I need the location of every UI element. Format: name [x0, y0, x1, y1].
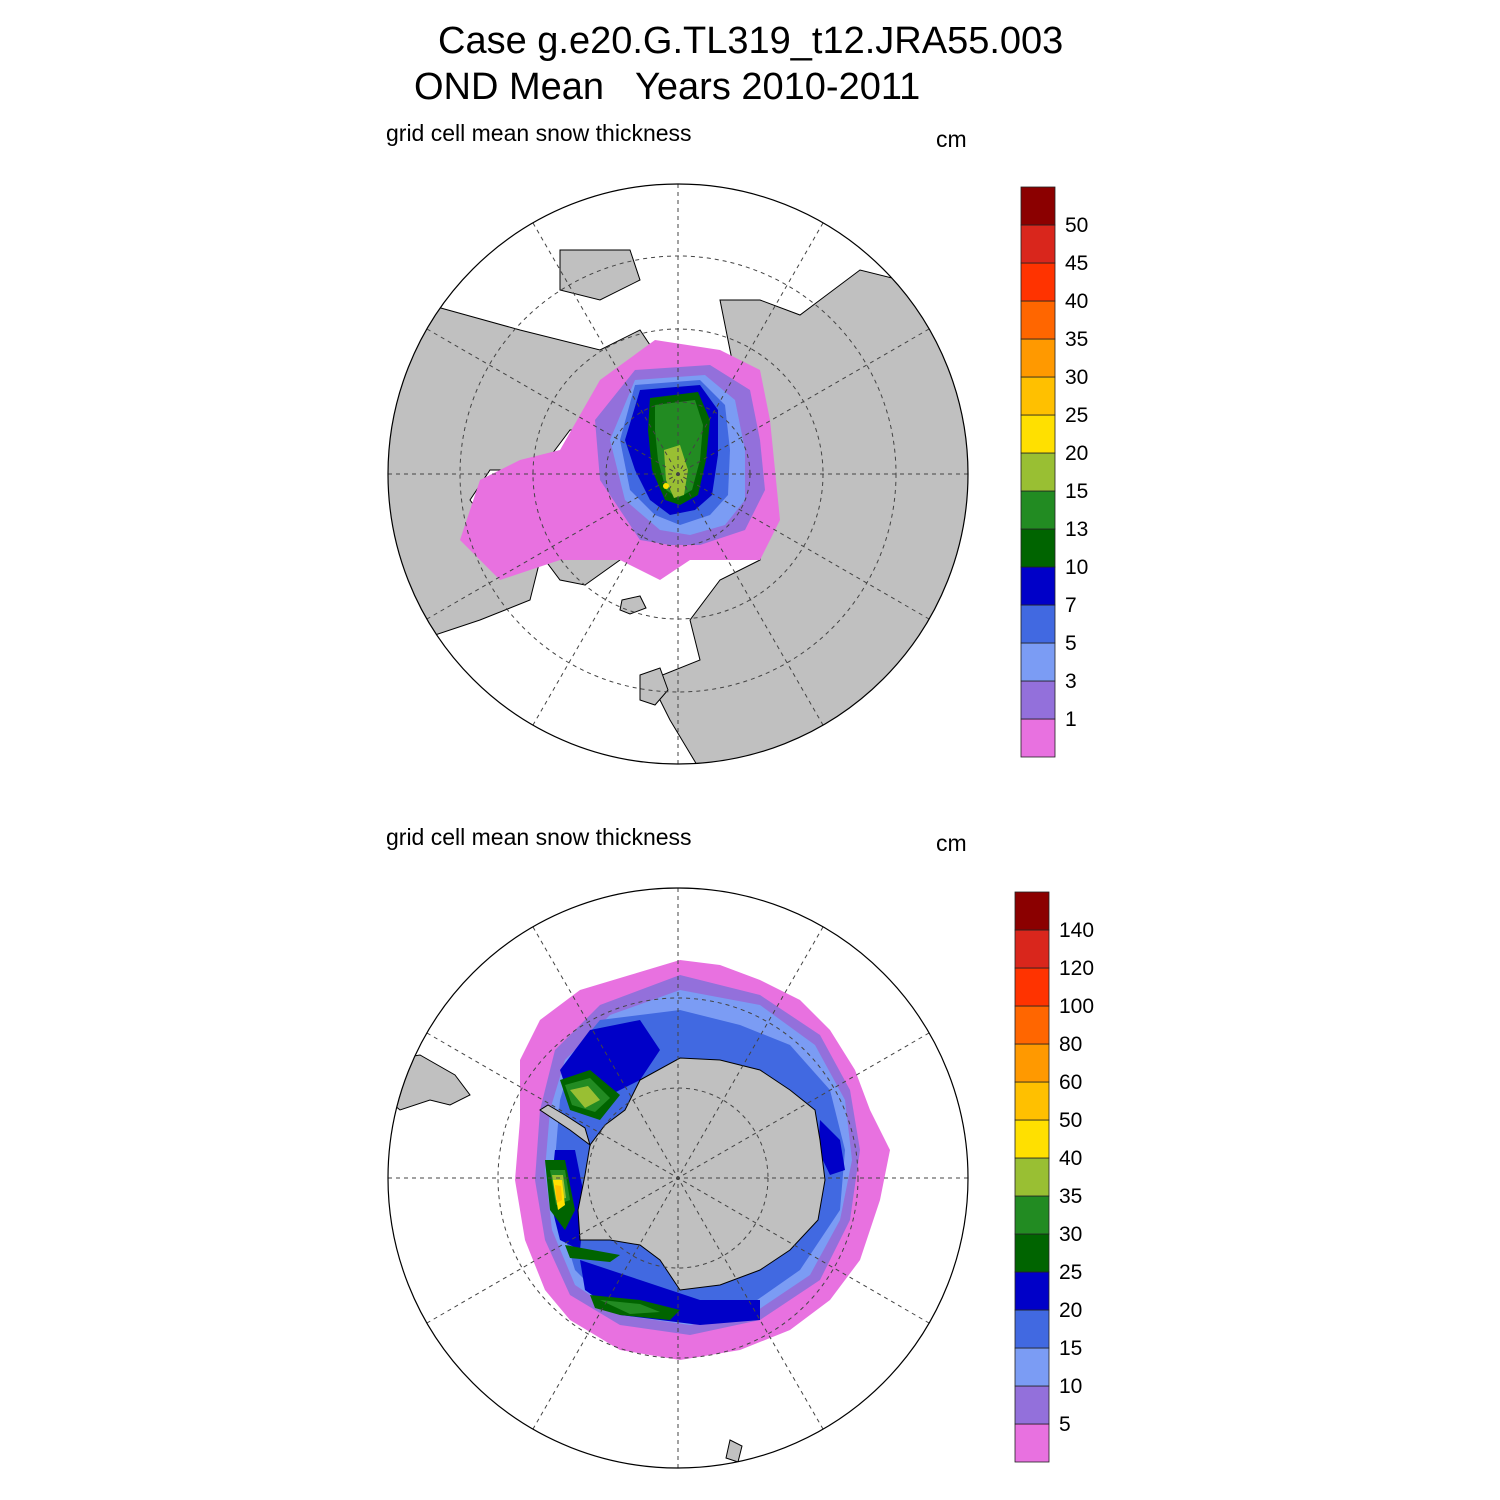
- cb-south-swatch: [1014, 1347, 1050, 1387]
- north-variable-label: grid cell mean snow thickness: [386, 120, 692, 146]
- figure-title-line1: Case g.e20.G.TL319_t12.JRA55.003: [438, 20, 1064, 62]
- cb-south-tick-label: 25: [1059, 1261, 1082, 1284]
- land-antarctic-peninsula: [539, 1104, 591, 1147]
- cb-south-tick-label: 80: [1059, 1033, 1082, 1056]
- cb-south-swatch: [1014, 1271, 1050, 1311]
- cb-south-swatch: [1014, 1043, 1050, 1083]
- cb-south-tick-label: 30: [1059, 1223, 1082, 1246]
- north-snow-max-spot: [663, 483, 669, 489]
- cb-north-swatch: [1020, 566, 1056, 606]
- cb-south-swatch: [1014, 1081, 1050, 1121]
- cb-south-swatch: [1014, 929, 1050, 969]
- north-snow-band-15-20cm: [664, 445, 688, 498]
- cb-north-swatch: [1020, 680, 1056, 720]
- cb-north-tick-label: 20: [1065, 442, 1088, 465]
- cb-south-swatch: [1014, 967, 1050, 1007]
- cb-south-tick-label: 60: [1059, 1071, 1082, 1094]
- cb-south-tick-label: 120: [1059, 957, 1094, 980]
- cb-south-swatch: [1014, 1233, 1050, 1273]
- cb-south-swatch: [1014, 1195, 1050, 1235]
- cb-north-tick-label: 35: [1065, 328, 1088, 351]
- cb-north-tick-label: 15: [1065, 480, 1088, 503]
- cb-north-tick-label: 3: [1065, 670, 1077, 693]
- cb-north-tick-label: 7: [1065, 594, 1077, 617]
- cb-south-swatch: [1014, 1157, 1050, 1197]
- south-graticule: [388, 888, 968, 1468]
- north-graticule: [388, 184, 968, 764]
- cb-north-tick-label: 30: [1065, 366, 1088, 389]
- south-map-border: [387, 887, 969, 1469]
- south-units-label: cm: [936, 830, 967, 856]
- cb-north-swatch: [1020, 262, 1056, 302]
- cb-north-tick-label: 45: [1065, 252, 1088, 275]
- figure-title-line2: OND Mean Years 2010-2011: [414, 66, 921, 108]
- cb-north-swatch: [1020, 376, 1056, 416]
- cb-south-swatch: [1014, 1423, 1050, 1463]
- cb-north-swatch: [1020, 300, 1056, 340]
- south-variable-label: grid cell mean snow thickness: [386, 824, 692, 850]
- cb-north-tick-label: 13: [1065, 518, 1088, 541]
- cb-south-tick-label: 35: [1059, 1185, 1082, 1208]
- cb-south-swatch: [1014, 1119, 1050, 1159]
- south-colorbar: 5 10 15 20 25 30 35 40 50 60 80 100 120 140: [1014, 891, 1094, 1463]
- cb-north-swatch: [1020, 490, 1056, 530]
- cb-south-tick-label: 10: [1059, 1375, 1082, 1398]
- cb-north-tick-label: 1: [1065, 708, 1077, 731]
- cb-north-tick-label: 40: [1065, 290, 1088, 313]
- land-alaska: [559, 249, 641, 301]
- cb-north-swatch: [1020, 604, 1056, 644]
- cb-south-tick-label: 100: [1059, 995, 1094, 1018]
- south-polar-map: [387, 887, 969, 1469]
- cb-north-swatch: [1020, 718, 1056, 758]
- north-polar-map: [387, 183, 969, 765]
- land-british-isles: [639, 667, 669, 706]
- cb-south-tick-label: 15: [1059, 1337, 1082, 1360]
- south-snow-band-25-30cm: [545, 1070, 680, 1320]
- cb-south-tick-label: 40: [1059, 1147, 1082, 1170]
- north-units-label: cm: [936, 126, 967, 152]
- cb-south-swatch: [1014, 1005, 1050, 1045]
- cb-north-swatch: [1020, 414, 1056, 454]
- cb-south-tick-label: 20: [1059, 1299, 1082, 1322]
- cb-north-swatch: [1020, 642, 1056, 682]
- cb-north-tick-label: 10: [1065, 556, 1088, 579]
- cb-south-swatch: [1014, 891, 1050, 931]
- cb-north-swatch: [1020, 186, 1056, 226]
- cb-south-tick-label: 140: [1059, 919, 1094, 942]
- cb-north-swatch: [1020, 224, 1056, 264]
- cb-north-swatch: [1020, 528, 1056, 568]
- cb-south-tick-label: 50: [1059, 1109, 1082, 1132]
- cb-south-swatch: [1014, 1385, 1050, 1425]
- cb-south-swatch: [1014, 1309, 1050, 1349]
- cb-south-tick-label: 5: [1059, 1413, 1071, 1436]
- south-snow-band-20-25cm: [550, 1020, 845, 1325]
- land-antarctica: [577, 1057, 826, 1291]
- north-map-border: [387, 183, 969, 765]
- cb-north-tick-label: 25: [1065, 404, 1088, 427]
- cb-north-tick-label: 5: [1065, 632, 1077, 655]
- south-snow-band-50-60cm: [555, 1185, 562, 1203]
- cb-north-swatch: [1020, 338, 1056, 378]
- cb-north-swatch: [1020, 452, 1056, 492]
- cb-north-tick-label: 50: [1065, 214, 1088, 237]
